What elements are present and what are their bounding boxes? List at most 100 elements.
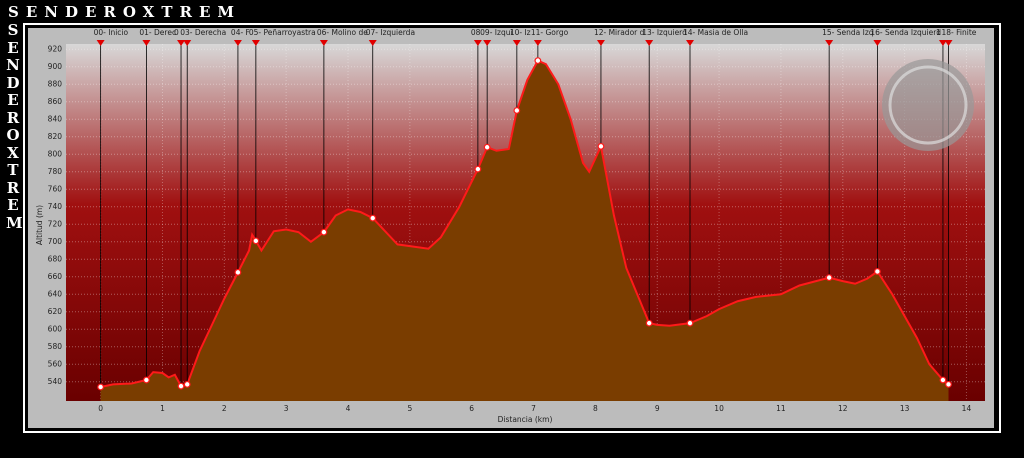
x-tick-label: 5	[407, 404, 412, 413]
waypoint-flag	[533, 40, 542, 46]
waypoint-marker	[597, 142, 605, 150]
waypoint-marker	[183, 380, 191, 388]
y-tick-label: 760	[48, 184, 63, 193]
waypoint-flag	[944, 40, 953, 46]
side-brand: SENDEROXTREM	[6, 21, 23, 232]
x-tick-label: 7	[531, 404, 536, 413]
waypoint-label: 11- Gorgo	[531, 28, 569, 37]
waypoint-label: 05- Peñarroyastra	[249, 28, 316, 37]
x-tick-label: 4	[346, 404, 351, 413]
x-tick-label: 10	[714, 404, 724, 413]
logo-ring	[888, 65, 968, 145]
waypoint-label: 16- Senda Izquierd	[870, 28, 941, 37]
y-tick-label: 720	[48, 219, 63, 228]
waypoint-marker	[513, 107, 521, 114]
waypoint-marker	[369, 214, 377, 222]
y-tick-label: 660	[48, 272, 63, 281]
y-tick-label: 800	[48, 149, 63, 158]
waypoint-flag	[512, 40, 521, 46]
waypoint-label: 06- Molino de	[317, 28, 368, 37]
waypoint-label: 12- Mirador d	[594, 28, 645, 37]
waypoint-label: 04- F	[231, 28, 250, 37]
waypoint-marker	[686, 319, 694, 327]
waypoint-marker	[320, 228, 328, 236]
waypoint-label: 09- Izqui	[480, 28, 512, 37]
waypoint-marker	[142, 376, 150, 384]
y-axis-title: Altitud (m)	[35, 205, 44, 245]
brand-title: SENDEROXTREM	[8, 3, 241, 21]
waypoint-flag	[873, 40, 882, 46]
frame	[23, 23, 1001, 433]
waypoint-label: 0	[174, 28, 179, 37]
waypoint-flag	[596, 40, 605, 46]
waypoint-marker	[645, 319, 653, 327]
y-tick-label: 620	[48, 307, 63, 316]
waypoint-marker	[97, 383, 105, 391]
x-tick-label: 0	[98, 404, 103, 413]
x-axis-title: Distancia (km)	[498, 415, 553, 424]
waypoint-marker	[873, 268, 881, 275]
waypoint-flag	[686, 40, 695, 46]
waypoint-label: 1	[936, 28, 941, 37]
waypoint-flag	[233, 40, 242, 46]
x-tick-label: 3	[284, 404, 289, 413]
x-tick-label: 8	[593, 404, 598, 413]
waypoint-label: 07- Izquierda	[366, 28, 415, 37]
waypoint-label: 15- Senda Izq	[822, 28, 874, 37]
waypoint-label: 14- Masia de Olla	[683, 28, 748, 37]
waypoint-flag	[183, 40, 192, 46]
waypoint-marker	[252, 237, 260, 245]
y-tick-label: 900	[48, 62, 63, 71]
y-tick-label: 580	[48, 342, 63, 351]
y-tick-label: 680	[48, 254, 63, 263]
waypoint-flag	[483, 40, 492, 46]
waypoint-flag	[825, 40, 834, 46]
waypoint-flag	[177, 40, 186, 46]
waypoint-label: 13- Izquierd	[642, 28, 687, 37]
waypoint-label: 01- Derec	[139, 28, 176, 37]
waypoint-marker	[939, 376, 947, 384]
waypoint-marker	[825, 274, 833, 282]
waypoint-marker	[483, 143, 491, 151]
y-tick-label: 740	[48, 202, 63, 211]
waypoint-marker	[234, 268, 242, 276]
x-tick-label: 1	[160, 404, 165, 413]
waypoint-marker	[945, 380, 952, 388]
waypoint-flag	[938, 40, 947, 46]
y-tick-label: 780	[48, 167, 63, 176]
y-tick-label: 820	[48, 132, 63, 141]
y-tick-label: 920	[48, 44, 63, 53]
x-tick-label: 14	[962, 404, 972, 413]
x-tick-label: 12	[838, 404, 848, 413]
y-tick-label: 860	[48, 97, 63, 106]
waypoint-label: 03- Derecha	[180, 28, 226, 37]
waypoint-flag	[645, 40, 654, 46]
waypoint-marker	[474, 165, 482, 173]
y-tick-label: 540	[48, 377, 63, 386]
y-tick-label: 600	[48, 324, 63, 333]
waypoint-label: 18- Finite	[942, 28, 977, 37]
waypoint-marker	[177, 382, 185, 390]
y-tick-label: 640	[48, 289, 63, 298]
waypoint-label: 08	[471, 28, 481, 37]
logo	[882, 59, 974, 151]
waypoint-flag	[368, 40, 377, 46]
x-tick-label: 11	[776, 404, 786, 413]
x-tick-label: 6	[469, 404, 474, 413]
area-fill	[100, 60, 949, 401]
x-tick-label: 9	[655, 404, 660, 413]
x-tick-label: 13	[900, 404, 910, 413]
y-tick-label: 840	[48, 114, 63, 123]
waypoint-flag	[251, 40, 260, 46]
y-tick-label: 880	[48, 79, 63, 88]
y-tick-label: 560	[48, 359, 63, 368]
waypoint-flag	[319, 40, 328, 46]
waypoint-flag	[473, 40, 482, 46]
waypoint-marker	[534, 57, 542, 65]
waypoint-label: 00- Inicio	[94, 28, 129, 37]
waypoint-label: 10- Iz	[510, 28, 531, 37]
waypoint-flag	[96, 40, 105, 46]
y-tick-label: 700	[48, 237, 63, 246]
